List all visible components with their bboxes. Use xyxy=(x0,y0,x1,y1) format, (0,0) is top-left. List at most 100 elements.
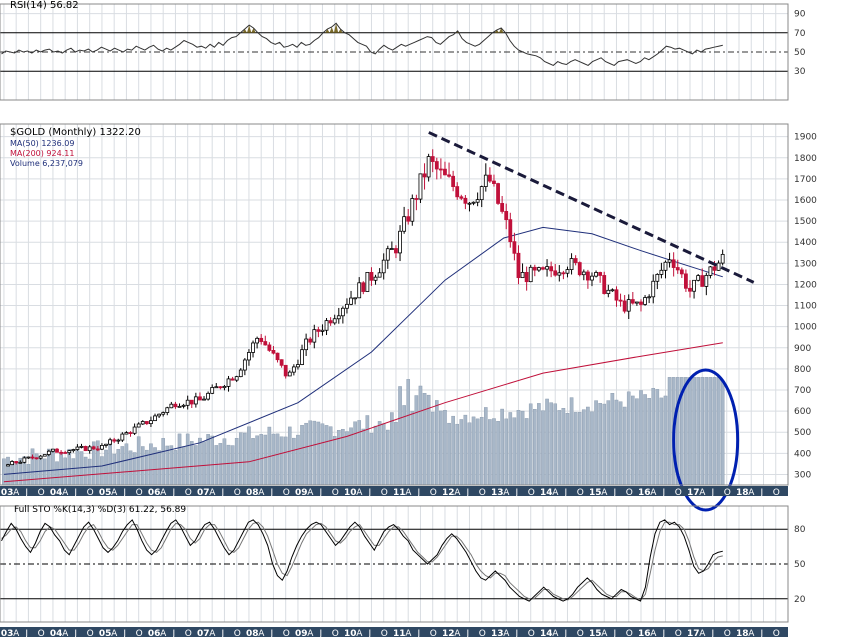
stoch-d-line xyxy=(1,521,723,601)
x-axis-bar xyxy=(0,627,788,637)
volume-bar xyxy=(655,389,660,486)
volume-bar xyxy=(63,457,67,486)
candle-body xyxy=(487,174,492,182)
volume-bar xyxy=(238,432,243,486)
x-tick-label: O xyxy=(773,629,780,637)
x-tick-label: J xyxy=(465,629,469,637)
volume-bar xyxy=(488,419,492,486)
labels: RSI(14) 56.82 $GOLD (Monthly) 1322.20 MA… xyxy=(10,0,186,515)
candle-body xyxy=(492,180,496,184)
volume-bar xyxy=(520,410,525,486)
volume-bar xyxy=(251,438,255,486)
x-tick-label: O xyxy=(332,488,339,498)
volume-bar xyxy=(700,377,705,486)
x-tick-label: A xyxy=(62,488,69,498)
candle-body xyxy=(557,272,562,276)
volume-bar xyxy=(292,437,296,486)
candle-body xyxy=(716,262,721,271)
candle-body xyxy=(112,439,117,442)
candle-body xyxy=(128,432,133,434)
candle-body xyxy=(688,287,692,292)
candle-body xyxy=(712,266,717,271)
volume-bar xyxy=(610,393,615,486)
candle-body xyxy=(161,412,166,415)
volume-bar xyxy=(279,436,284,486)
volume-bar xyxy=(484,407,488,486)
candle-body xyxy=(630,299,635,304)
x-tick-label: 03 xyxy=(1,488,14,498)
candle-body xyxy=(259,337,264,342)
volume-bar xyxy=(573,412,578,486)
candle-body xyxy=(267,344,272,351)
candle-body xyxy=(549,266,554,272)
x-tick-label: J xyxy=(514,488,518,498)
x-tick-label: A xyxy=(650,629,657,637)
volume-bar xyxy=(100,456,104,486)
candle-body xyxy=(353,297,358,300)
volume-bar xyxy=(287,426,292,486)
volume-bar xyxy=(712,377,717,486)
volume-bar xyxy=(549,402,553,486)
candle-body xyxy=(569,258,574,270)
volume-bar xyxy=(312,420,317,486)
candle-body xyxy=(594,272,598,277)
candle-body xyxy=(659,269,664,275)
volume-bar xyxy=(51,450,55,486)
volume-bar xyxy=(422,393,427,486)
x-tick-label: O xyxy=(479,488,486,498)
x-tick-label: 16 xyxy=(638,629,651,637)
candle-body xyxy=(422,173,427,178)
volume-bar xyxy=(451,415,455,486)
volume-bar xyxy=(332,436,337,486)
x-tick-label: J xyxy=(612,488,616,498)
candle-body xyxy=(438,168,443,171)
volume-bar xyxy=(83,456,88,486)
candle-body xyxy=(410,198,415,222)
candle-body xyxy=(124,432,129,435)
y-tick-label: 1100 xyxy=(794,302,817,312)
candle-body xyxy=(210,387,215,394)
candle-body xyxy=(585,271,590,281)
volume-bar xyxy=(198,437,202,486)
x-tick-label: 10 xyxy=(344,488,357,498)
volume-bar xyxy=(349,427,353,486)
candle-body xyxy=(418,173,423,200)
candle-body xyxy=(67,450,72,454)
x-tick-label: A xyxy=(258,629,265,637)
volume-bar xyxy=(271,433,276,486)
volume-bar xyxy=(614,399,619,486)
candle-body xyxy=(234,376,239,381)
candle-body xyxy=(95,448,100,451)
volume-bar xyxy=(516,410,521,486)
rsi-title: RSI(14) 56.82 xyxy=(10,0,79,11)
candle-body xyxy=(459,196,464,199)
candle-body xyxy=(165,407,170,413)
x-tick-label: J xyxy=(24,488,28,498)
candle-body xyxy=(42,454,47,457)
x-tick-label: A xyxy=(552,488,559,498)
x-tick-label: O xyxy=(773,488,780,498)
x-tick-label: O xyxy=(626,488,633,498)
volume-bar xyxy=(169,445,174,486)
candle-body xyxy=(279,359,284,366)
volume-bar xyxy=(626,391,631,486)
candle-body xyxy=(398,230,402,254)
candle-body xyxy=(91,446,96,450)
x-tick-label: J xyxy=(710,629,714,637)
volume-bar xyxy=(569,397,574,486)
candle-body xyxy=(255,337,260,344)
x-tick-label: A xyxy=(160,488,167,498)
volume-bar xyxy=(622,406,627,486)
x-tick-label: A xyxy=(111,488,118,498)
x-tick-label: O xyxy=(136,488,143,498)
candle-body xyxy=(181,404,186,407)
volume-bar xyxy=(230,445,235,486)
candle-body xyxy=(287,371,292,377)
candle-body xyxy=(516,252,521,279)
volume-bar xyxy=(263,434,268,486)
candle-body xyxy=(692,279,696,292)
volume-bar xyxy=(189,441,194,486)
candle-body xyxy=(51,448,55,452)
x-tick-label: O xyxy=(528,488,535,498)
panel-border xyxy=(0,123,789,486)
